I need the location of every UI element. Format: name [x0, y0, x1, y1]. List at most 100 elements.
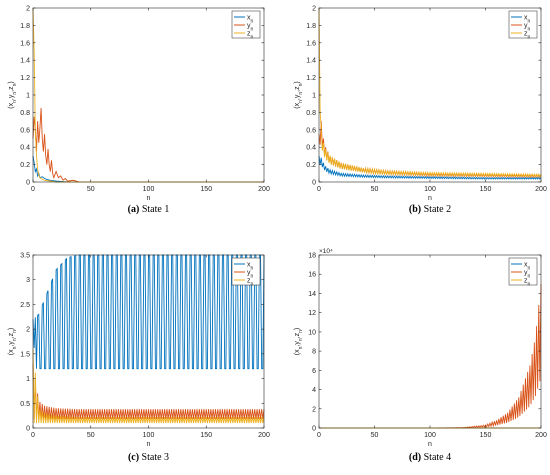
y-tick-label: 0.2	[20, 162, 30, 169]
y-tick-label: 1	[26, 93, 30, 100]
y-tick-label: 8	[312, 349, 316, 356]
series-line-zn	[32, 7, 264, 183]
series-line-zn	[32, 348, 265, 424]
y-tick-label: 0	[312, 180, 316, 187]
x-tick-label: 100	[143, 432, 155, 439]
x-tick-label: 50	[87, 432, 95, 439]
panel-d: 0 50 100 150 200 0 2 4 6 8 10 12 14 16 18×10⁴ n (xn,yn,z…	[294, 248, 547, 463]
y-tick-label: 3.5	[20, 253, 30, 260]
y-tick-label: 0.4	[306, 145, 316, 152]
y-tick-label: 0.4	[20, 145, 30, 152]
x-tick-label: 200	[258, 186, 270, 193]
y-tick-label: 1.2	[20, 75, 30, 82]
x-tick-label: 100	[424, 186, 436, 193]
series-line-xn	[32, 254, 265, 370]
panel-caption: (c) State 3	[128, 452, 169, 463]
legend-entry-xn: xn	[524, 15, 531, 25]
x-tick-label: 50	[371, 186, 379, 193]
x-tick-label: 150	[480, 432, 492, 439]
y-tick-label: 0.8	[306, 110, 316, 117]
y-tick-label: 2	[312, 6, 316, 13]
y-tick-label: 1.5	[20, 351, 30, 358]
y-tick-label: 10	[308, 329, 316, 336]
x-tick-label: 0	[317, 432, 321, 439]
legend-entry-zn: zn	[247, 31, 254, 41]
x-tick-label: 100	[424, 432, 436, 439]
panel-c: 0 50 100 150 200 0 0.5 1 1.5 2 2.5 3 3.5 n (xn,yn,zn) x…	[8, 253, 270, 464]
panel-caption: (a) State 1	[128, 204, 170, 215]
y-tick-label: 2	[26, 6, 30, 13]
x-axis-label: n	[147, 441, 151, 448]
x-tick-label: 150	[200, 432, 212, 439]
y-tick-label: 2	[26, 327, 30, 334]
y-tick-label: 1	[312, 93, 316, 100]
x-tick-label: 150	[200, 186, 212, 193]
y-tick-label: 0	[26, 180, 30, 187]
y-tick-label: 0	[312, 426, 316, 433]
y-tick-label: 4	[312, 387, 316, 394]
y-tick-label: 1	[26, 376, 30, 383]
series-line-yn	[32, 363, 265, 420]
legend-entry-yn: yn	[247, 270, 254, 280]
y-tick-label: 1.2	[306, 75, 316, 82]
series-line-yn	[32, 108, 264, 183]
x-tick-label: 0	[31, 432, 35, 439]
y-tick-label: 18	[308, 253, 316, 260]
series-line-yn	[318, 121, 542, 179]
panel-a: 0 50 100 150 200 0 0.2 0.4 0.6 0.8 1 1.2 1.4 1.6 1.8 2 n…	[8, 6, 270, 216]
legend-entry-yn: yn	[524, 23, 531, 33]
legend-entry-zn: zn	[524, 31, 531, 41]
legend-entry-zn: zn	[524, 278, 531, 288]
x-tick-label: 150	[480, 186, 492, 193]
y-tick-label: 1.8	[20, 23, 30, 30]
axes-box	[318, 7, 542, 183]
y-tick-label: 1.4	[306, 58, 316, 65]
y-tick-label: 0.5	[20, 401, 30, 408]
y-axis-label: (xn,yn,zn)	[294, 81, 304, 108]
legend-entry-xn: xn	[247, 15, 254, 25]
y-tick-label: 1.6	[20, 40, 30, 47]
y-tick-label: 16	[308, 272, 316, 279]
y-tick-label: 0	[26, 426, 30, 433]
legend-entry-xn: xn	[524, 262, 531, 272]
x-tick-label: 50	[87, 186, 95, 193]
x-tick-label: 0	[317, 186, 321, 193]
series-line-xn	[32, 155, 264, 183]
series-line-yn	[319, 283, 542, 429]
panel-b: 0 50 100 150 200 0 0.2 0.4 0.6 0.8 1 1.2 1.4 1.6 1.8 2 n…	[294, 6, 547, 216]
panel-caption: (d) State 4	[409, 452, 451, 463]
panel-caption: (b) State 2	[409, 204, 451, 215]
x-axis-label: n	[428, 441, 432, 448]
x-tick-label: 100	[143, 186, 155, 193]
x-tick-label: 50	[371, 432, 379, 439]
legend-entry-xn: xn	[247, 262, 254, 272]
y-tick-label: 1.8	[306, 23, 316, 30]
legend-entry-zn: zn	[247, 278, 254, 288]
y-axis-label: (xn,yn,zn)	[294, 328, 304, 355]
series-line-xn	[318, 155, 542, 180]
series-line-zn	[318, 7, 542, 178]
y-tick-label: 2	[312, 406, 316, 413]
x-tick-label: 0	[31, 186, 35, 193]
legend-entry-yn: yn	[524, 270, 531, 280]
y-tick-label: 0.6	[20, 127, 30, 134]
y-axis-label: (xn,yn,zn)	[8, 81, 18, 108]
y-axis-label: (xn,yn,zn)	[8, 328, 18, 355]
y-tick-label: 0.6	[306, 127, 316, 134]
y-exponent-label: ×10⁴	[319, 248, 333, 255]
y-tick-label: 14	[308, 291, 316, 298]
y-tick-label: 0.2	[306, 162, 316, 169]
axes-box	[32, 7, 265, 183]
axes-box	[318, 254, 542, 429]
y-tick-label: 1.4	[20, 58, 30, 65]
y-tick-label: 6	[312, 368, 316, 375]
x-tick-label: 200	[535, 186, 547, 193]
y-tick-label: 3	[26, 277, 30, 284]
x-axis-label: n	[428, 195, 432, 202]
y-tick-label: 12	[308, 310, 316, 317]
